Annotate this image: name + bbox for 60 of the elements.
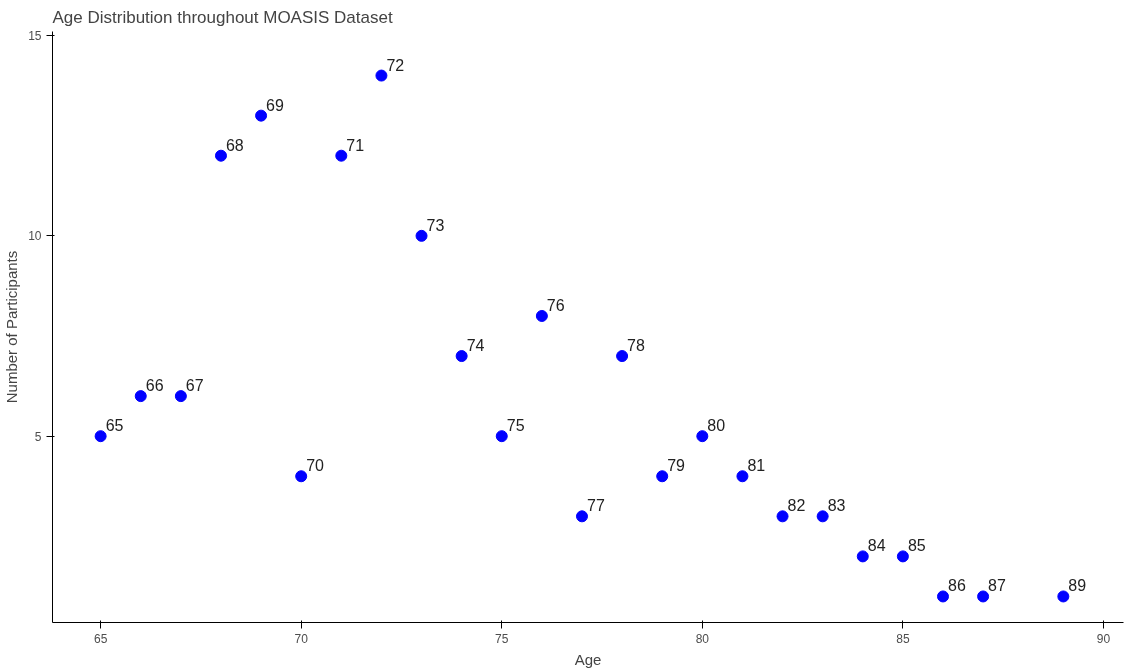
point xyxy=(375,69,388,82)
point xyxy=(616,350,629,363)
point xyxy=(776,510,789,523)
annotation: 89 xyxy=(1068,577,1087,595)
annotation: 68 xyxy=(225,136,244,154)
point xyxy=(856,550,869,563)
annotation: 87 xyxy=(988,577,1007,595)
annotation: 76 xyxy=(546,296,565,314)
point xyxy=(977,590,990,603)
x-tick-label: 80 xyxy=(695,631,710,646)
annotation: 74 xyxy=(466,337,485,355)
annotation: 77 xyxy=(586,497,605,515)
annotation: 84 xyxy=(867,537,886,555)
annotation: 72 xyxy=(386,56,405,74)
point xyxy=(415,229,428,242)
y-tick-label: 10 xyxy=(28,229,42,244)
x-tick-label: 90 xyxy=(1096,631,1111,646)
chart-title: Age Distribution throughout MOASIS Dataset xyxy=(52,7,393,27)
point xyxy=(656,470,669,483)
point xyxy=(575,510,588,523)
annotation: 65 xyxy=(105,417,124,435)
point xyxy=(896,550,909,563)
x-tick-label: 70 xyxy=(294,631,309,646)
point xyxy=(696,430,709,443)
annotation: 79 xyxy=(667,457,686,475)
annotation: 75 xyxy=(506,417,525,435)
annotation: 81 xyxy=(747,457,766,475)
y-tick-label: 5 xyxy=(34,429,42,444)
annotation: 82 xyxy=(787,497,806,515)
x-axis-title: Age xyxy=(574,650,602,668)
annotation: 80 xyxy=(707,417,726,435)
x-tick-label: 85 xyxy=(896,631,910,646)
point xyxy=(94,430,107,443)
point xyxy=(335,149,348,162)
point xyxy=(816,510,829,523)
annotation: 78 xyxy=(627,337,645,355)
point xyxy=(535,309,548,322)
annotation: 73 xyxy=(426,216,445,234)
y-axis-title: Number of Participants xyxy=(3,250,21,404)
point xyxy=(455,350,468,363)
annotation: 67 xyxy=(185,377,204,395)
annotation: 66 xyxy=(145,377,164,395)
point xyxy=(255,109,268,122)
annotation: 71 xyxy=(346,136,365,154)
x-tick-label: 65 xyxy=(93,631,108,646)
annotation: 69 xyxy=(266,96,284,114)
point xyxy=(936,590,949,603)
point xyxy=(495,430,508,443)
point xyxy=(214,149,227,162)
point xyxy=(736,470,749,483)
point xyxy=(295,470,308,483)
annotation: 83 xyxy=(827,497,846,515)
annotation: 86 xyxy=(947,577,966,595)
annotation: 70 xyxy=(306,457,325,475)
annotation: 85 xyxy=(907,537,926,555)
point xyxy=(134,390,147,403)
point xyxy=(174,390,187,403)
y-tick-label: 15 xyxy=(28,29,42,44)
x-tick-label: 75 xyxy=(495,631,509,646)
point xyxy=(1057,590,1070,603)
